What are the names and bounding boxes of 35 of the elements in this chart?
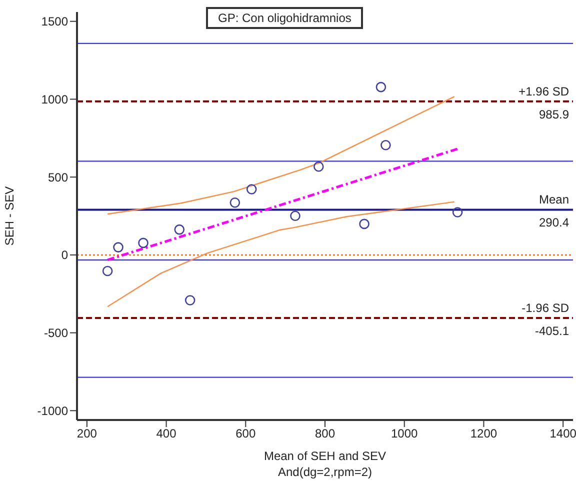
- y-axis-title: SEH - SEV: [2, 186, 16, 246]
- point: [138, 238, 148, 248]
- y-tick-label: -500: [44, 326, 68, 340]
- point: [359, 218, 370, 230]
- chart-title: GP: Con oligohidramnios: [206, 7, 364, 29]
- point: [174, 224, 185, 235]
- point: [376, 82, 386, 92]
- point: [113, 242, 124, 252]
- point: [184, 295, 196, 306]
- x-tick-label: 1000: [391, 426, 418, 441]
- y-tick-label: 1000: [41, 92, 68, 106]
- ref-line-label: -1.96 SD -405.1: [522, 301, 570, 338]
- point: [452, 207, 463, 218]
- x-tick-label: 200: [76, 426, 98, 441]
- x-tick-label: 600: [236, 426, 256, 441]
- y-tick-label: 500: [48, 170, 68, 184]
- text: And(dg=2,rpm=2): [278, 465, 372, 479]
- x-tick-label: 1400: [550, 426, 576, 441]
- x-tick-label: 400: [156, 426, 177, 441]
- line-series: [106, 201, 455, 308]
- y-tick-label: 1500: [41, 14, 68, 29]
- point: [102, 266, 113, 276]
- y-tick-label: -1000: [37, 404, 68, 418]
- line-series: [106, 96, 455, 215]
- x-tick-label: 1200: [470, 426, 498, 441]
- ref-line-label: +1.96 SD 985.9: [518, 84, 570, 122]
- point: [314, 161, 324, 172]
- point: [290, 210, 300, 221]
- x-tick-label: 800: [314, 426, 336, 441]
- ref-line-label: Mean 290.4: [538, 192, 570, 230]
- y-tick-label: 0: [61, 248, 68, 262]
- point: [230, 197, 240, 208]
- point: [246, 184, 257, 194]
- point: [380, 140, 391, 150]
- x-axis-title: Mean of SEH and SEV: [264, 449, 386, 463]
